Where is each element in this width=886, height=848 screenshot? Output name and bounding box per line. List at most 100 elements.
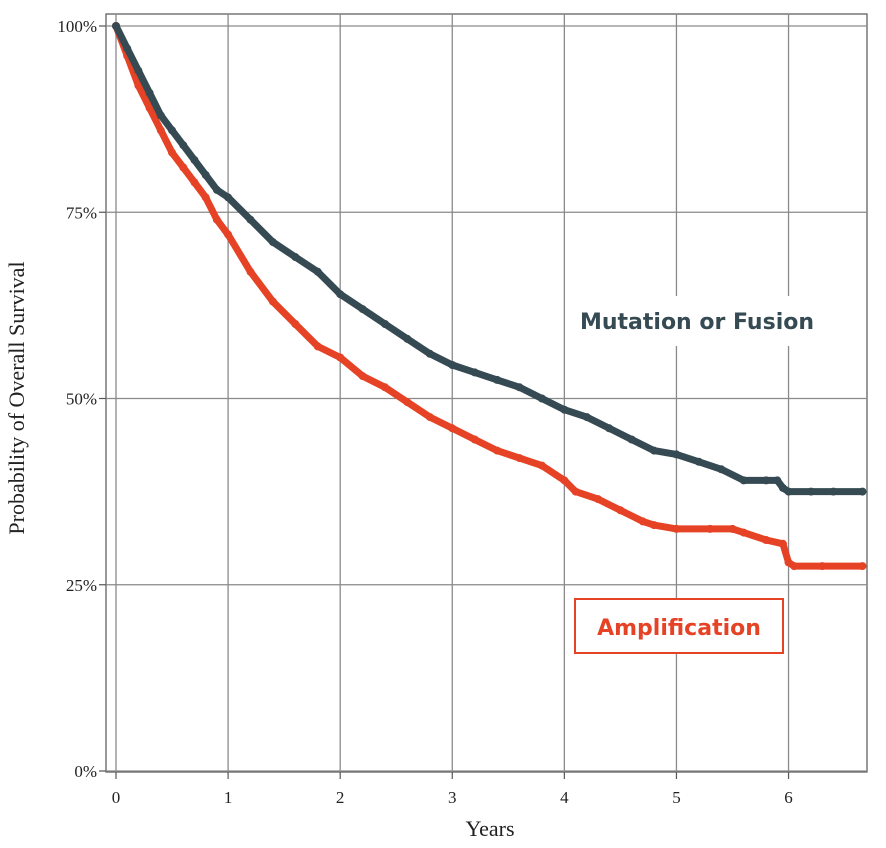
data-point-mutation-or-fusion-4 <box>156 111 165 120</box>
mutation-or-fusion-label: Mutation or Fusion <box>580 310 814 335</box>
x-tick-label-5: 5 <box>672 788 681 807</box>
data-point-mutation-or-fusion-19 <box>425 349 434 358</box>
data-point-mutation-or-fusion-1 <box>123 44 132 53</box>
data-point-mutation-or-fusion-5 <box>168 126 176 135</box>
data-point-mutation-or-fusion-15 <box>336 290 345 299</box>
data-point-amplification-20 <box>448 424 457 433</box>
data-point-mutation-or-fusion-39 <box>829 487 838 496</box>
data-point-mutation-or-fusion-27 <box>605 424 614 433</box>
x-tick-label-2: 2 <box>336 788 345 807</box>
data-point-amplification-29 <box>638 517 647 526</box>
data-point-mutation-or-fusion-32 <box>717 465 726 474</box>
y-tick-label-0: 0% <box>74 762 97 781</box>
y-tick-label-100: 100% <box>57 17 97 36</box>
data-point-mutation-or-fusion-10 <box>224 193 233 202</box>
data-point-mutation-or-fusion-25 <box>560 405 569 414</box>
data-point-mutation-or-fusion-21 <box>470 368 479 377</box>
data-point-mutation-or-fusion-37 <box>784 487 793 496</box>
y-tick-label-75: 75% <box>66 203 97 222</box>
data-point-amplification-16 <box>358 372 367 381</box>
data-point-mutation-or-fusion-28 <box>627 435 636 444</box>
series-lines <box>112 22 867 571</box>
tick-labels: 0 1 2 3 4 5 6 0% 25% 50% 75% 100% <box>57 17 792 807</box>
data-point-amplification-15 <box>336 353 345 362</box>
data-point-mutation-or-fusion-29 <box>650 446 658 455</box>
data-point-amplification-17 <box>381 383 389 392</box>
data-point-mutation-or-fusion-38 <box>807 487 815 496</box>
data-point-amplification-31 <box>672 524 681 533</box>
data-point-amplification-34 <box>739 528 748 537</box>
grid-lines <box>99 14 867 779</box>
data-point-amplification-23 <box>515 454 524 463</box>
data-point-amplification-11 <box>246 267 255 276</box>
data-point-mutation-or-fusion-9 <box>212 185 221 194</box>
data-point-amplification-10 <box>224 230 233 239</box>
data-point-amplification-6 <box>179 163 188 172</box>
y-axis-title: Probability of Overall Survival <box>4 261 29 534</box>
x-tick-label-6: 6 <box>784 788 793 807</box>
x-tick-label-0: 0 <box>112 788 121 807</box>
data-point-amplification-21 <box>470 435 479 444</box>
data-point-amplification-40 <box>858 562 867 571</box>
data-point-amplification-5 <box>168 148 176 157</box>
data-point-mutation-or-fusion-14 <box>313 267 322 276</box>
data-point-amplification-24 <box>537 461 546 470</box>
data-point-mutation-or-fusion-13 <box>291 253 300 261</box>
data-point-mutation-or-fusion-2 <box>134 66 143 75</box>
data-point-mutation-or-fusion-24 <box>537 394 546 403</box>
data-point-mutation-or-fusion-23 <box>515 383 524 392</box>
amplification-label: Amplification <box>597 616 761 641</box>
data-point-amplification-18 <box>403 398 412 407</box>
data-point-amplification-13 <box>291 320 300 328</box>
data-point-amplification-26 <box>571 487 580 496</box>
data-point-mutation-or-fusion-11 <box>246 215 255 224</box>
data-point-mutation-or-fusion-16 <box>358 305 367 314</box>
data-point-mutation-or-fusion-31 <box>694 457 703 466</box>
data-point-amplification-27 <box>594 495 602 504</box>
data-point-mutation-or-fusion-22 <box>493 375 502 384</box>
data-point-amplification-12 <box>268 297 277 306</box>
data-point-amplification-3 <box>145 104 154 112</box>
data-point-amplification-8 <box>201 193 210 202</box>
data-point-amplification-2 <box>134 81 143 90</box>
data-point-amplification-33 <box>728 524 737 533</box>
data-point-amplification-32 <box>706 524 715 533</box>
data-point-mutation-or-fusion-0 <box>112 22 120 30</box>
data-point-mutation-or-fusion-33 <box>739 476 748 485</box>
data-point-mutation-or-fusion-18 <box>403 334 412 343</box>
x-tick-label-4: 4 <box>560 788 569 807</box>
data-point-amplification-9 <box>212 215 221 224</box>
data-point-amplification-30 <box>650 521 658 530</box>
data-point-mutation-or-fusion-12 <box>268 238 277 247</box>
data-point-amplification-38 <box>790 562 799 571</box>
data-point-amplification-19 <box>425 413 434 422</box>
amplification-label-box <box>574 598 784 654</box>
data-point-amplification-39 <box>818 562 827 571</box>
data-point-amplification-28 <box>616 506 625 515</box>
data-point-amplification-7 <box>190 178 199 187</box>
plot-background <box>105 13 868 773</box>
data-point-amplification-35 <box>762 536 771 544</box>
x-tick-label-3: 3 <box>448 788 457 807</box>
data-point-amplification-25 <box>560 476 569 485</box>
data-point-mutation-or-fusion-35 <box>773 476 782 485</box>
data-point-mutation-or-fusion-7 <box>190 156 199 165</box>
data-point-amplification-14 <box>313 342 322 351</box>
y-tick-label-50: 50% <box>66 390 97 409</box>
data-point-amplification-4 <box>156 126 165 135</box>
data-point-mutation-or-fusion-40 <box>858 487 867 496</box>
data-point-mutation-or-fusion-6 <box>179 141 188 150</box>
x-axis-title: Years <box>465 816 514 841</box>
data-point-amplification-36 <box>778 539 787 548</box>
data-point-mutation-or-fusion-3 <box>145 89 154 97</box>
data-point-mutation-or-fusion-30 <box>672 450 681 459</box>
data-point-amplification-22 <box>493 446 502 455</box>
data-point-mutation-or-fusion-8 <box>201 171 210 179</box>
data-point-mutation-or-fusion-17 <box>381 320 389 328</box>
mutation-label-background <box>566 296 828 346</box>
data-point-mutation-or-fusion-34 <box>762 476 771 485</box>
x-tick-label-1: 1 <box>224 788 233 807</box>
y-tick-label-25: 25% <box>66 576 97 595</box>
data-point-mutation-or-fusion-26 <box>582 413 591 422</box>
